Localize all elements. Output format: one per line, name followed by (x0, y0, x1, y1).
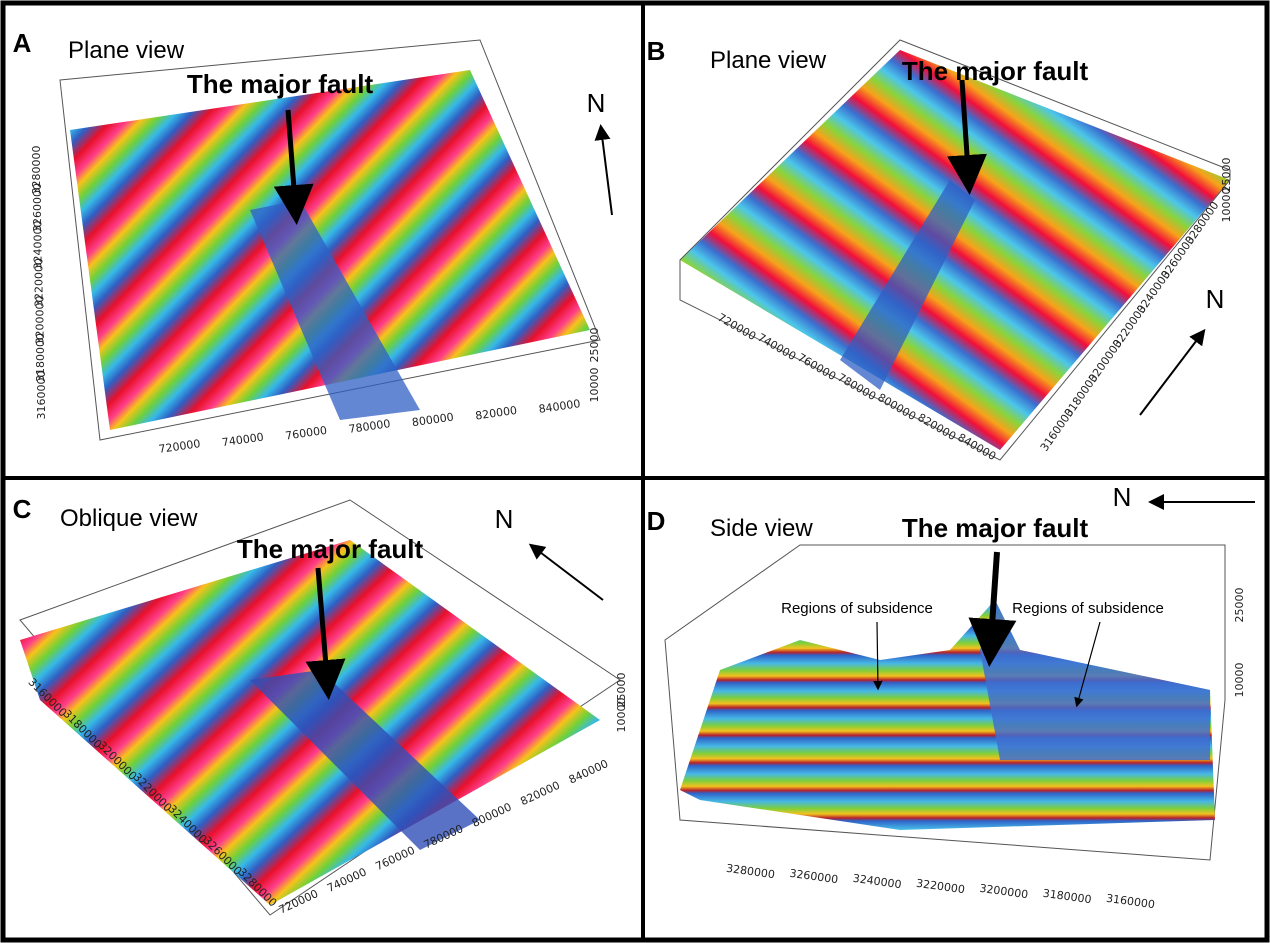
fault-label: The major fault (902, 56, 1089, 86)
x-tick-label: 720000 (715, 311, 758, 343)
x-tick-label: 760000 (284, 424, 327, 443)
north-label: N (1206, 284, 1225, 314)
panel-letter: D (647, 506, 666, 536)
annotation: Regions of subsidence (1012, 600, 1164, 617)
arrow (1140, 332, 1203, 415)
annotation: Regions of subsidence (781, 600, 933, 617)
x-tick-label: 3220000 (915, 877, 965, 897)
x-tick-label: 780000 (348, 417, 391, 436)
x-tick-label: 3280000 (725, 862, 775, 882)
view-label: Plane view (68, 37, 185, 64)
panel-letter: A (13, 28, 32, 58)
x-tick-label: 820000 (518, 779, 562, 809)
z-tick-label: 25000 (615, 673, 628, 708)
panel-letter: B (647, 36, 666, 66)
arrow (601, 128, 612, 215)
y-tick-label: 3280000 (30, 146, 43, 195)
x-tick-label: 760000 (373, 844, 417, 874)
z-tick-label: 10000 (588, 368, 601, 403)
x-tick-label: 3180000 (1042, 887, 1092, 907)
view-label: Plane view (710, 47, 827, 74)
fault-label: The major fault (237, 534, 424, 564)
figure: APlane viewThe major faultN7200007400007… (0, 0, 1270, 943)
panel-letter: C (13, 494, 32, 524)
view-label: Oblique view (60, 505, 198, 532)
x-tick-label: 3160000 (1105, 892, 1155, 912)
north-label: N (1113, 482, 1132, 512)
surface (680, 50, 1230, 450)
fault-label: The major fault (187, 69, 374, 99)
x-tick-label: 800000 (470, 800, 514, 830)
x-tick-label: 840000 (538, 397, 581, 416)
x-tick-label: 720000 (158, 437, 201, 456)
subsidence-surface (980, 600, 1210, 760)
z-tick-label: 25000 (588, 328, 601, 363)
z-tick-label: 25000 (1233, 588, 1246, 623)
x-tick-label: 3200000 (979, 882, 1029, 902)
x-tick-label: 3260000 (789, 867, 839, 887)
x-tick-label: 800000 (411, 411, 454, 430)
z-tick-label: 25000 (1220, 158, 1233, 193)
view-label: Side view (710, 515, 813, 542)
x-tick-label: 820000 (474, 404, 517, 423)
arrow (532, 546, 603, 600)
x-tick-label: 740000 (755, 331, 798, 363)
fault-label: The major fault (902, 513, 1089, 543)
z-tick-label: 10000 (1233, 663, 1246, 698)
x-tick-label: 760000 (795, 351, 838, 383)
north-label: N (495, 504, 514, 534)
x-tick-label: 840000 (567, 757, 611, 787)
x-tick-label: 3240000 (852, 872, 902, 892)
x-tick-label: 740000 (221, 431, 264, 450)
north-label: N (587, 88, 606, 118)
